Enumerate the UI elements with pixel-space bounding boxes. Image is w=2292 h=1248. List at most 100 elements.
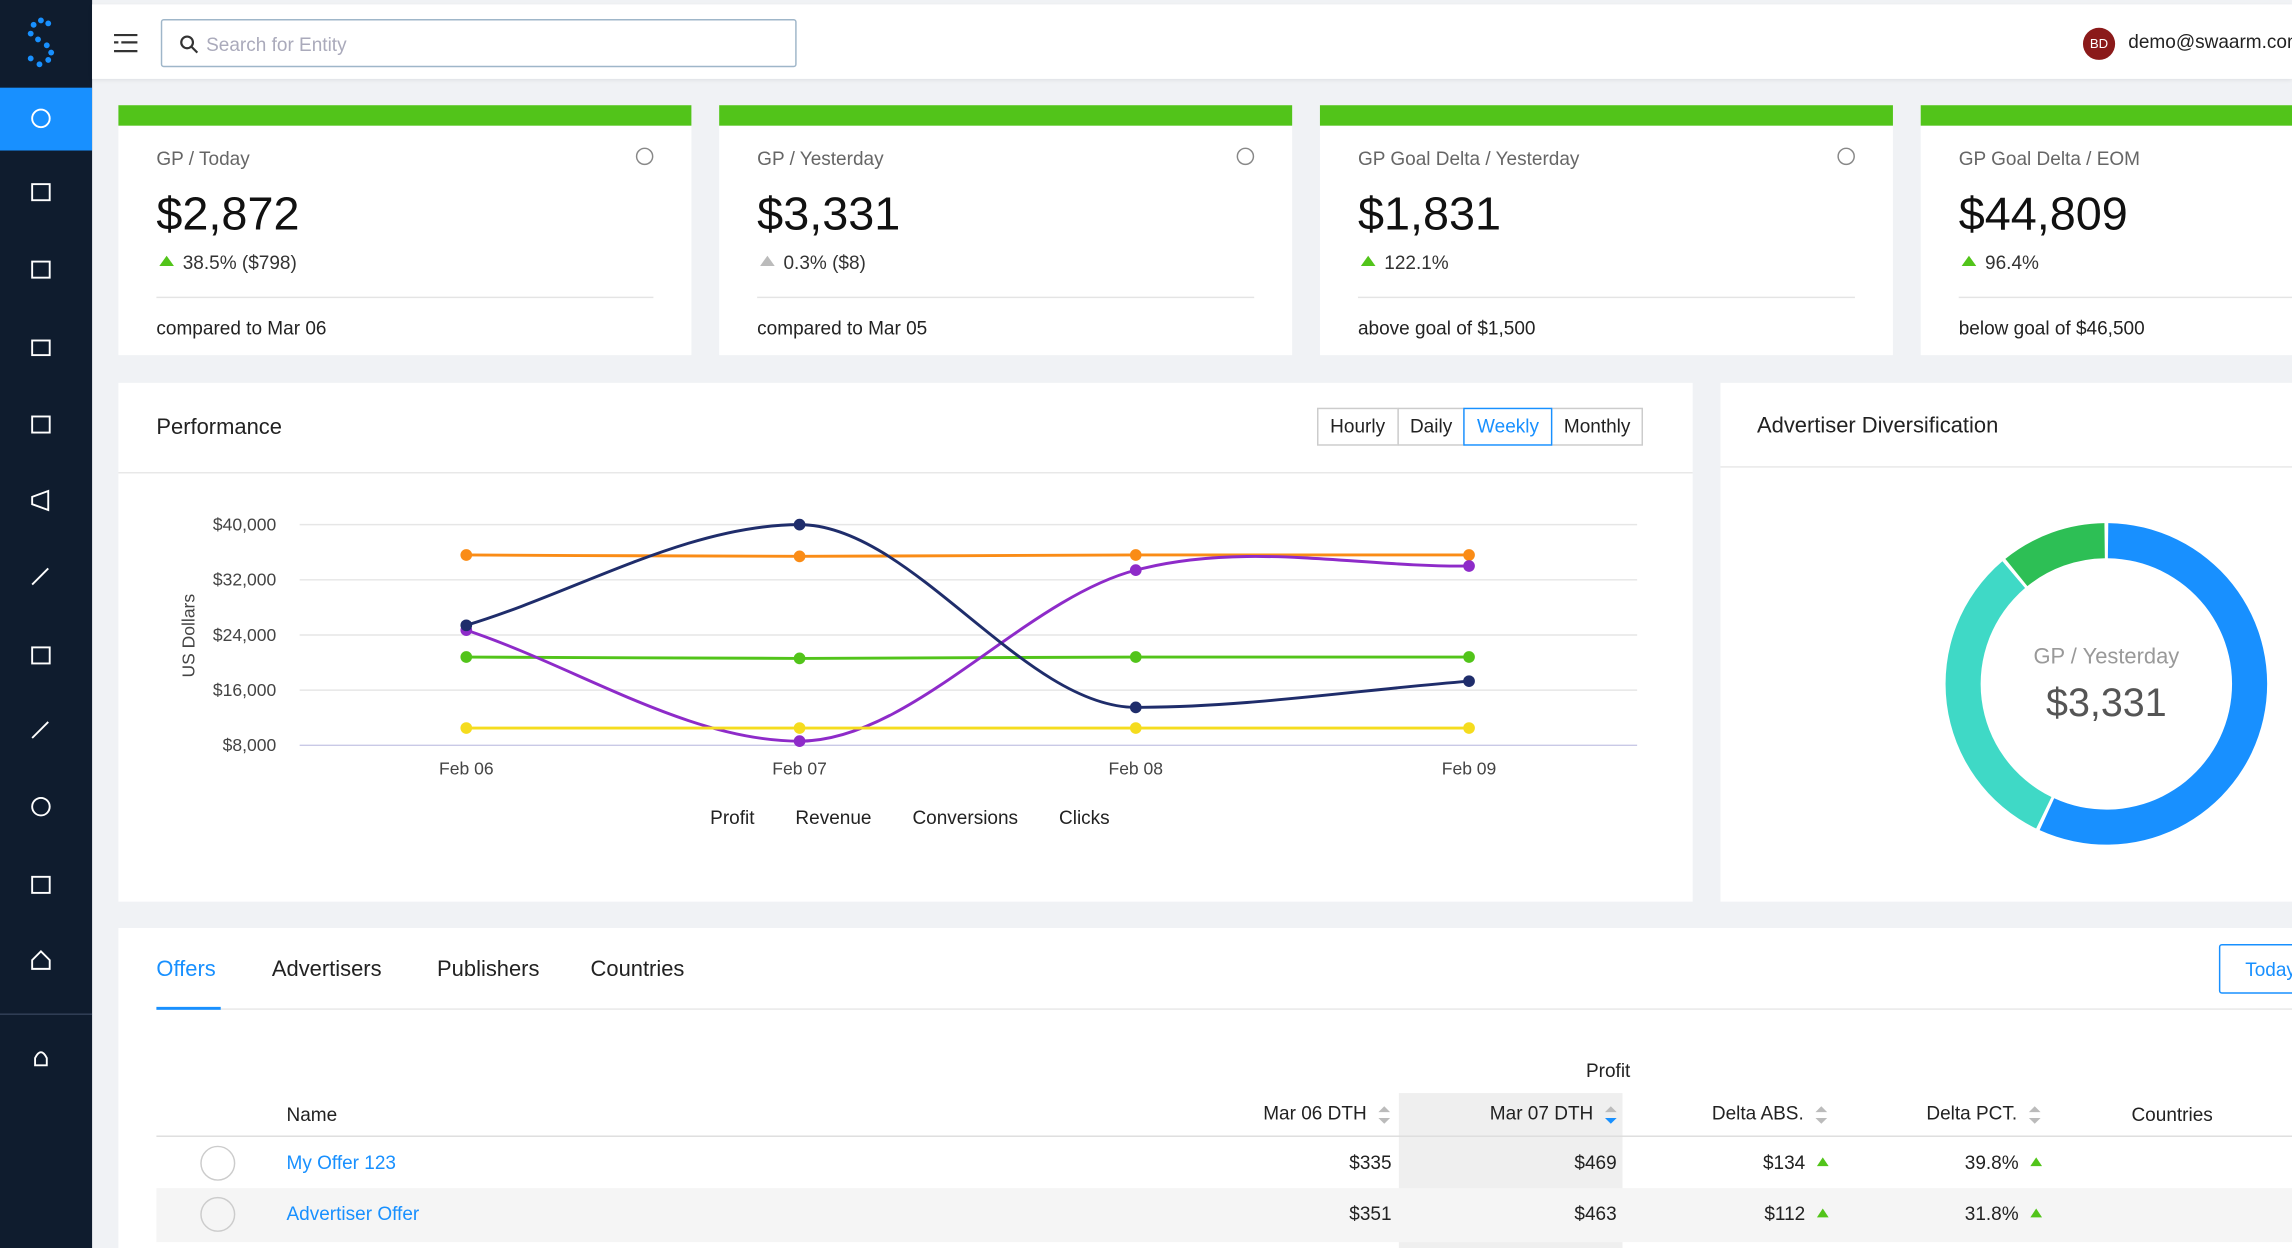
logo[interactable] [27, 17, 55, 68]
view-button[interactable] [200, 1196, 236, 1232]
x-tick-label: Feb 09 [1442, 759, 1497, 779]
kpi-title: GP / Yesterday [757, 147, 884, 170]
nav-notifications[interactable] [34, 1051, 48, 1067]
user-email[interactable]: demo@swaarm.com [2128, 30, 2292, 53]
nav-geo[interactable] [31, 796, 51, 817]
sort-icon[interactable] [1815, 1105, 1828, 1124]
column-label: Mar 06 DTH [1263, 1101, 1367, 1124]
nav-reports[interactable] [31, 260, 51, 279]
kpi-note: above goal of $1,500 [1357, 317, 1536, 340]
column-label: Name [286, 1103, 338, 1126]
column-label: Delta PCT. [1926, 1101, 2018, 1124]
kpi-change: 122.1% [1358, 251, 1449, 273]
line-series [465, 523, 1470, 709]
info-icon[interactable] [635, 147, 654, 166]
data-point [1129, 564, 1142, 576]
line-series [466, 553, 1470, 558]
column-header[interactable]: Delta ABS. [1711, 1101, 1828, 1124]
sort-icon[interactable] [2028, 1105, 2041, 1124]
column-label: Mar 07 DTH [1489, 1101, 1594, 1124]
trend-up [1816, 1208, 1829, 1218]
range-button[interactable]: Today [2218, 944, 2292, 994]
info-icon[interactable] [1236, 147, 1255, 166]
granularity-button[interactable]: Monthly [1550, 407, 1644, 446]
data-point [1129, 701, 1142, 714]
cell-value: $335 [1349, 1151, 1392, 1174]
search-input[interactable]: Search for Entity [160, 18, 797, 68]
kpi-title: GP Goal Delta / EOM [1958, 147, 2141, 170]
kpi-change: 0.3% ($8) [757, 251, 866, 273]
data-point [1129, 722, 1142, 734]
kpi-card: GP Goal Delta / EOM $44,809 96.4% below goa… [1920, 105, 2292, 356]
panel-title: Performance [156, 415, 282, 440]
granularity-button[interactable]: Weekly [1463, 407, 1553, 446]
tab[interactable]: Advertisers [271, 957, 382, 983]
nav-offers[interactable] [31, 339, 51, 357]
tab[interactable]: Countries [590, 957, 685, 983]
data-point [1463, 549, 1475, 561]
legend-item[interactable]: Revenue [787, 807, 871, 829]
data-point [793, 652, 806, 665]
nav-calendar[interactable] [31, 415, 51, 434]
cell-value: $134 [1762, 1151, 1806, 1174]
kpi-title: GP Goal Delta / Yesterday [1357, 147, 1580, 170]
trend-up [2030, 1208, 2043, 1218]
nav-dashboard[interactable] [31, 108, 51, 129]
column-header[interactable]: Delta PCT. [1926, 1101, 2041, 1124]
cell: $134 [1762, 1151, 1829, 1174]
column-header: Name [286, 1103, 337, 1125]
diversification-panel: Advertiser Diversification GP / Yesterda… [1720, 382, 2292, 902]
cell: 31.8% [1965, 1203, 2043, 1225]
data-point [793, 518, 806, 531]
panel-divider [118, 472, 1693, 474]
search-icon [180, 35, 199, 54]
y-axis-label: US Dollars [178, 594, 198, 678]
data-point [1463, 675, 1475, 688]
y-tick-label: $32,000 [213, 570, 277, 590]
legend-item[interactable]: Conversions [904, 807, 1018, 829]
tab[interactable]: Offers [156, 957, 216, 983]
data-point [1129, 651, 1142, 663]
nav-home[interactable] [31, 950, 51, 970]
kpi-value: $1,831 [1357, 187, 1502, 240]
x-tick-label: Feb 08 [1108, 759, 1163, 779]
panel-title: Advertiser Diversification [1756, 413, 1999, 439]
column-header[interactable]: Mar 07 DTH [1490, 1102, 1617, 1124]
offer-link[interactable]: Advertiser Offer [286, 1202, 420, 1225]
tab[interactable]: Publishers [437, 957, 540, 983]
kpi-change: 96.4% [1959, 251, 2039, 273]
nav-finance[interactable] [31, 646, 51, 665]
column-header[interactable]: Mar 06 DTH [1263, 1101, 1391, 1124]
kpi-divider [1357, 296, 1855, 299]
row-stripe [156, 1188, 2292, 1243]
menu-toggle[interactable] [114, 33, 140, 54]
avatar[interactable]: BD [2082, 27, 2116, 60]
column-label: Delta ABS. [1711, 1101, 1804, 1124]
nav-tables[interactable] [31, 875, 51, 894]
line-series [465, 555, 1470, 743]
kpi-status-bar [1319, 105, 1893, 126]
info-icon[interactable] [1837, 147, 1855, 166]
sort-icon[interactable] [1604, 1105, 1617, 1124]
trend-up [1816, 1157, 1829, 1167]
y-tick-label: $16,000 [213, 680, 277, 700]
legend: Profit Revenue Conversions Clicks [118, 807, 1692, 829]
legend-item[interactable]: Clicks [1050, 807, 1110, 829]
kpi-status-bar [1920, 105, 2292, 126]
donut-center-value: $3,331 [2046, 681, 2167, 725]
data-point [1463, 560, 1475, 572]
nav-tools[interactable] [31, 567, 49, 586]
legend-item[interactable]: Profit [701, 807, 754, 829]
sort-icon[interactable] [1378, 1105, 1391, 1124]
nav-active[interactable] [0, 87, 93, 151]
nav-integrations[interactable] [31, 721, 49, 739]
offer-link[interactable]: My Offer 123 [286, 1151, 396, 1174]
nav-campaigns[interactable] [31, 489, 50, 512]
tabs-divider [156, 1008, 2292, 1010]
granularity-button[interactable]: Hourly [1317, 407, 1399, 446]
view-button[interactable] [200, 1145, 236, 1181]
header-divider [156, 1135, 2292, 1137]
nav-contacts[interactable] [31, 183, 51, 202]
